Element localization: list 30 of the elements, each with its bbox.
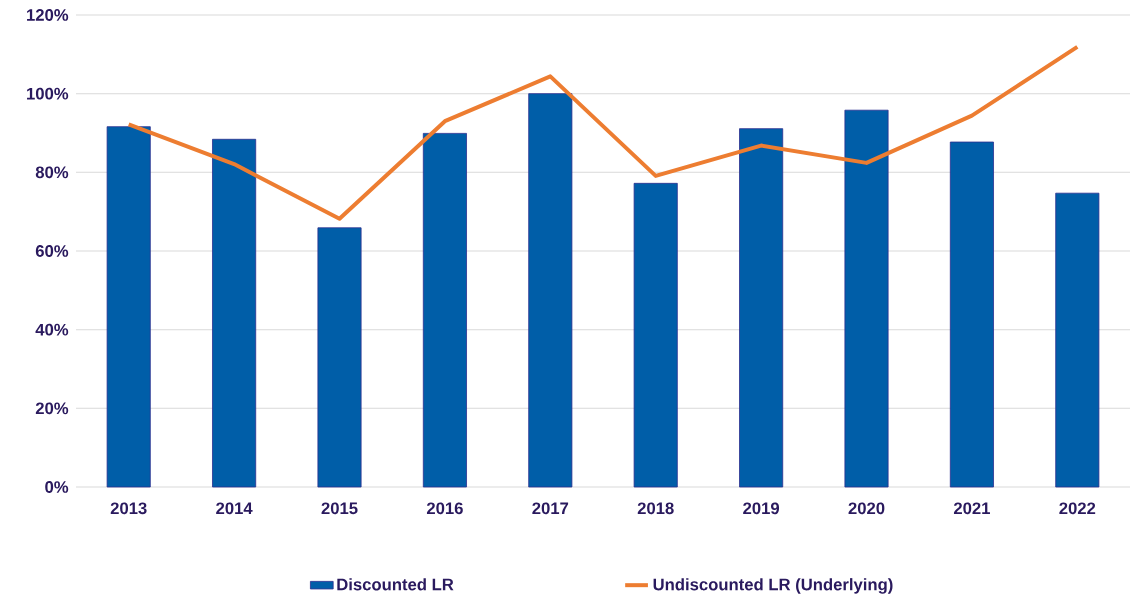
legend-label: Undiscounted LR (Underlying) [653, 578, 893, 594]
x-tick-label: 2014 [216, 502, 253, 515]
x-tick-label: 2018 [637, 502, 674, 515]
y-tick-label: 60% [35, 245, 69, 257]
x-tick-label: 2015 [321, 502, 358, 515]
y-tick-label: 0% [45, 481, 69, 493]
y-tick-label: 80% [35, 166, 69, 179]
bar [844, 109, 889, 488]
x-tick-label: 2016 [426, 502, 463, 515]
bar [528, 93, 573, 488]
y-tick-label: 100% [27, 87, 69, 100]
x-tick-label: 2021 [953, 502, 990, 515]
line-series [126, 44, 1080, 221]
x-tick-label: 2019 [743, 502, 780, 515]
bar [633, 182, 678, 488]
y-tick-label: 40% [35, 323, 69, 336]
x-tick-label: 2020 [848, 502, 885, 515]
bar [106, 126, 151, 488]
legend-label: Discounted LR [337, 578, 454, 591]
bar [739, 128, 784, 488]
bar [949, 141, 994, 488]
bar [317, 227, 362, 488]
bar [422, 132, 467, 488]
x-tick-label: 2013 [110, 502, 147, 515]
y-tick-label: 120% [27, 9, 69, 21]
bar [1055, 192, 1100, 488]
x-tick-label: 2022 [1059, 502, 1096, 515]
bar [212, 138, 257, 488]
y-tick-label: 20% [35, 402, 69, 415]
x-tick-label: 2017 [532, 502, 569, 515]
